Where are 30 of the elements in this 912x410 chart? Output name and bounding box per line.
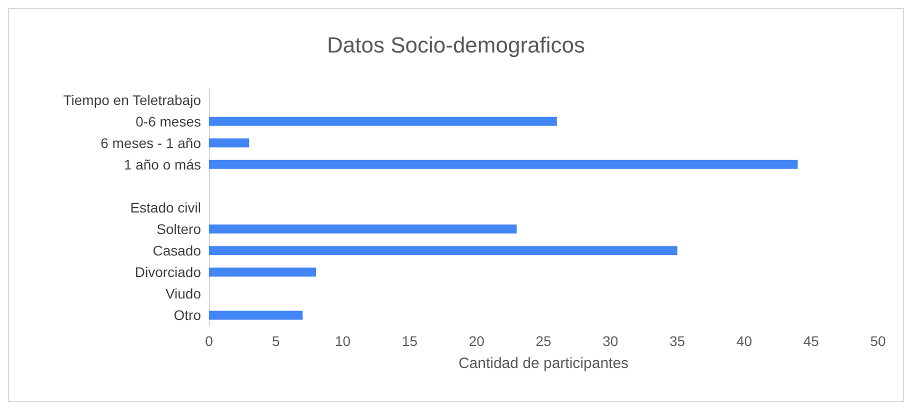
x-tick-label: 20 <box>468 333 485 349</box>
y-tick-label: 0-6 meses <box>136 113 201 130</box>
x-tick-label: 15 <box>402 333 418 349</box>
y-tick-label: Estado civil <box>130 200 201 216</box>
x-axis-title: Cantidad de participantes <box>458 355 629 372</box>
x-tick-label: 0 <box>205 333 214 349</box>
bar <box>209 310 303 320</box>
chart-title: Datos Socio-demograficos <box>326 32 586 58</box>
bar <box>209 268 316 277</box>
x-tick-label: 10 <box>335 333 351 349</box>
y-tick-label: Tiempo en Teletrabajo <box>63 92 202 108</box>
x-tick-label: 50 <box>870 333 886 349</box>
x-tick-label: 5 <box>272 333 280 349</box>
y-tick-label: 1 año o más <box>124 156 201 172</box>
bar <box>209 246 678 256</box>
y-tick-label: Otro <box>174 307 202 324</box>
x-tick-label: 45 <box>803 333 820 349</box>
x-tick-label: 30 <box>602 333 618 349</box>
x-tick-label: 35 <box>670 333 686 349</box>
bar <box>209 138 250 148</box>
x-tick-label: 25 <box>536 333 552 349</box>
bar <box>209 224 517 234</box>
y-tick-label: Viudo <box>165 286 202 302</box>
y-tick-label: Soltero <box>156 221 202 238</box>
bar <box>209 116 557 126</box>
y-tick-label: 6 meses - 1 año <box>100 134 202 151</box>
bar <box>209 160 798 169</box>
y-tick-label: Divorciado <box>134 264 202 280</box>
y-tick-label: Casado <box>152 242 202 259</box>
x-tick-label: 40 <box>736 333 752 349</box>
